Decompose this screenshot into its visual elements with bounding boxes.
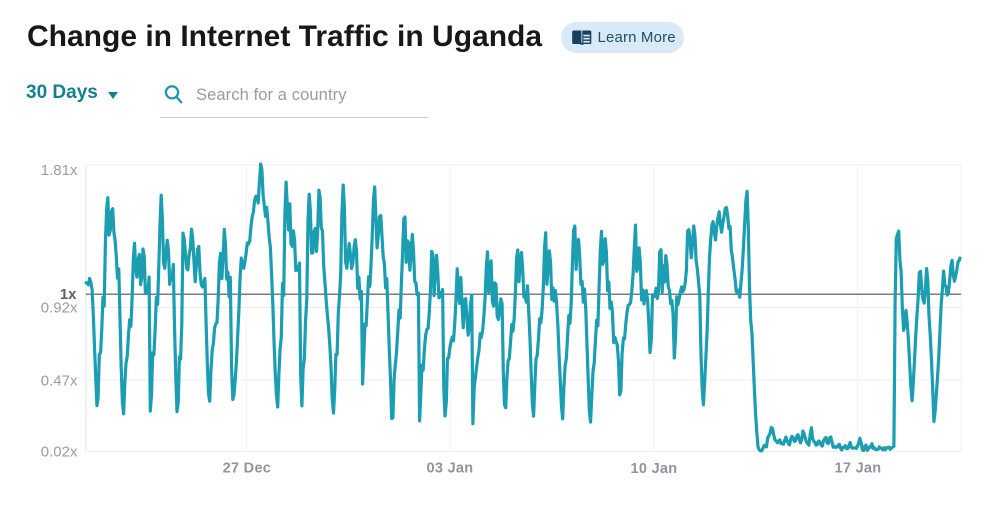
svg-text:0.02x: 0.02x xyxy=(41,443,78,460)
svg-text:1.81x: 1.81x xyxy=(41,162,78,179)
svg-text:0.47x: 0.47x xyxy=(41,372,78,389)
svg-text:17 Jan: 17 Jan xyxy=(835,460,882,476)
svg-text:03 Jan: 03 Jan xyxy=(427,460,474,476)
svg-text:27 Dec: 27 Dec xyxy=(223,460,272,476)
svg-text:10 Jan: 10 Jan xyxy=(631,461,678,477)
svg-text:1x: 1x xyxy=(60,286,77,303)
svg-text:0.92x: 0.92x xyxy=(41,300,78,317)
